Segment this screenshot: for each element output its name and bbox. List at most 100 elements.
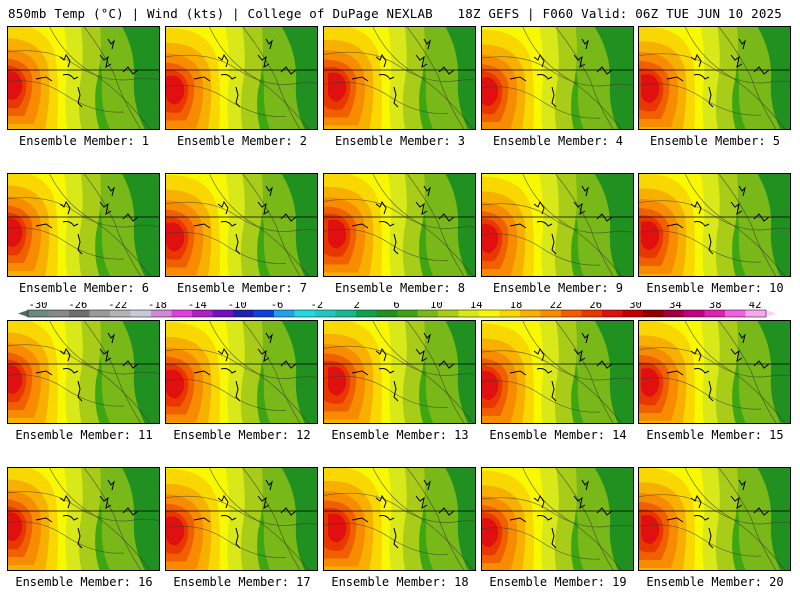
ensemble-member-map [481,467,634,571]
colorbar-tick-label: -10 [228,302,247,311]
colorbar-swatch [458,310,480,317]
ensemble-member-map [481,26,634,130]
ensemble-member-map [323,173,476,277]
colorbar-swatch [171,310,193,317]
ensemble-member-map [165,320,318,424]
ensemble-member-map [481,173,634,277]
ensemble-member-label: Ensemble Member: 5 [649,134,781,148]
ensemble-member-map [638,173,791,277]
colorbar-swatch [294,310,316,317]
ensemble-member-label: Ensemble Member: 10 [646,281,784,295]
colorbar-tick-label: 30 [629,302,642,311]
colorbar-tick-label: 34 [669,302,682,311]
colorbar-swatch [479,310,500,317]
colorbar-max-arrow [766,310,776,317]
ensemble-member-label: Ensemble Member: 4 [492,134,624,148]
colorbar-tick-label: 26 [589,302,602,311]
ensemble-member-label: Ensemble Member: 12 [173,428,311,442]
ensemble-member-label: Ensemble Member: 13 [331,428,469,442]
colorbar-tick-label: 18 [510,302,523,311]
temperature-colorbar: -30 -26 -22 -18 -14 -10 -6 -2 2 6 10 14 18 22 26 30 34 38… [18,302,776,318]
colorbar-swatch [192,310,213,317]
colorbar-tick-label: 22 [550,302,563,311]
ensemble-member-map [7,320,160,424]
ensemble-member-map [165,26,318,130]
colorbar-swatch [725,310,746,317]
colorbar-swatch [110,310,131,317]
ensemble-member-map [323,26,476,130]
colorbar-swatch [499,310,521,317]
ensemble-member-map [165,467,318,571]
ensemble-member-label: Ensemble Member: 8 [334,281,466,295]
colorbar-tick-label: -6 [271,302,284,311]
colorbar-tick-label: 6 [393,302,399,311]
ensemble-member-label: Ensemble Member: 1 [18,134,150,148]
colorbar-swatch [233,310,254,317]
ensemble-member-map [638,26,791,130]
ensemble-member-label: Ensemble Member: 18 [331,575,469,589]
colorbar-tick-label: -14 [188,302,207,311]
colorbar-swatch [315,310,336,317]
ensemble-member-map [638,467,791,571]
colorbar-swatch [704,310,726,317]
colorbar-tick-label: -26 [68,302,87,311]
ensemble-member-map [323,467,476,571]
colorbar-swatch [643,310,664,317]
ensemble-member-map [7,467,160,571]
ensemble-member-map [323,320,476,424]
ensemble-member-label: Ensemble Member: 19 [489,575,627,589]
colorbar-tick-label: -22 [108,302,127,311]
colorbar-swatch [28,310,49,317]
colorbar-tick-label: 14 [470,302,483,311]
colorbar-tick-label: 2 [354,302,360,311]
colorbar-tick-label: 38 [709,302,722,311]
colorbar-swatch [151,310,172,317]
colorbar-swatch [745,310,767,317]
colorbar-swatch [48,310,70,317]
colorbar-min-arrow [18,310,28,317]
colorbar-swatch [561,310,582,317]
ensemble-member-map [638,320,791,424]
colorbar-swatch [274,310,295,317]
colorbar-tick-label: 10 [430,302,443,311]
ensemble-member-label: Ensemble Member: 3 [334,134,466,148]
colorbar-swatch [663,310,685,317]
colorbar-swatch [438,310,459,317]
ensemble-member-label: Ensemble Member: 14 [489,428,627,442]
ensemble-member-map [7,173,160,277]
colorbar-swatch [397,310,418,317]
colorbar-swatch [540,310,562,317]
ensemble-member-label: Ensemble Member: 7 [176,281,308,295]
colorbar-tick-label: -2 [311,302,324,311]
colorbar-swatch [69,310,90,317]
colorbar-swatch [581,310,603,317]
ensemble-member-map [165,173,318,277]
colorbar-tick-label: -18 [148,302,167,311]
colorbar-swatch [212,310,234,317]
ensemble-member-label: Ensemble Member: 20 [646,575,784,589]
model-run-info: 18Z GEFS | F060 Valid: 06Z TUE JUN 10 20… [457,6,782,21]
ensemble-member-map [7,26,160,130]
colorbar-swatch [89,310,111,317]
ensemble-member-label: Ensemble Member: 2 [176,134,308,148]
ensemble-member-label: Ensemble Member: 9 [492,281,624,295]
colorbar-swatch [253,310,275,317]
ensemble-member-label: Ensemble Member: 16 [15,575,153,589]
colorbar-swatch [130,310,152,317]
colorbar-swatch [602,310,623,317]
colorbar-swatch [684,310,705,317]
colorbar-swatch [622,310,644,317]
ensemble-member-label: Ensemble Member: 17 [173,575,311,589]
map-title: 850mb Temp (°C) | Wind (kts) | College o… [8,6,433,21]
ensemble-member-label: Ensemble Member: 6 [18,281,150,295]
colorbar-tick-label: -30 [29,302,48,311]
colorbar-swatch [376,310,398,317]
ensemble-member-map [481,320,634,424]
ensemble-member-label: Ensemble Member: 15 [646,428,784,442]
colorbar-swatch [520,310,541,317]
ensemble-member-label: Ensemble Member: 11 [15,428,153,442]
colorbar-swatch [417,310,439,317]
colorbar-tick-label: 42 [749,302,762,311]
colorbar-swatch [335,310,357,317]
colorbar-swatch [356,310,377,317]
